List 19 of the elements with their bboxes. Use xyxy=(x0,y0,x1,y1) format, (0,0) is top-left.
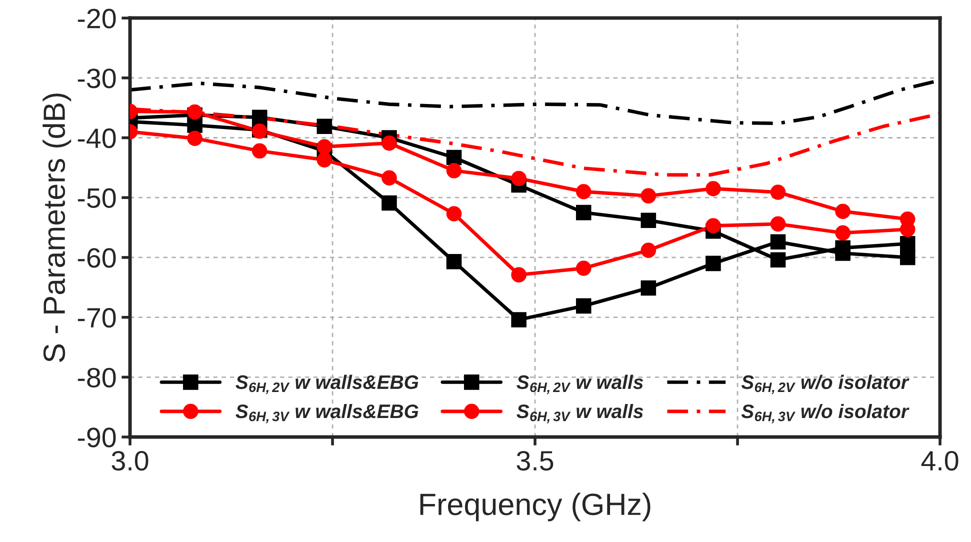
legend-label: S$_{6H,2V}$ w/o isolator xyxy=(741,374,910,394)
legend-label: S$_{6H,3V}$ w walls&EBG xyxy=(236,404,418,424)
y-tick-label: -80 xyxy=(78,368,116,388)
x-tick-label: 3.0 xyxy=(112,450,148,471)
y-tick-label: -20 xyxy=(78,8,116,28)
legend-label: S$_{6H,3V}$ w walls xyxy=(516,404,644,424)
y-axis-title: S - Parameters (dB) xyxy=(42,94,72,362)
x-tick-label: 3.5 xyxy=(516,450,554,471)
x-tick-label: 4.0 xyxy=(921,450,958,471)
legend-label: S$_{6H,2V}$ w walls xyxy=(516,374,644,394)
y-tick-label: -90 xyxy=(78,428,116,448)
y-tick-label: -50 xyxy=(78,188,116,208)
y-tick-label: -60 xyxy=(78,248,116,268)
legend-label: S$_{6H,3V}$ w/o isolator xyxy=(741,404,910,424)
y-tick-label: -40 xyxy=(78,128,116,148)
y-tick-label: -70 xyxy=(78,308,116,328)
legend-label: S$_{6H,2V}$ w walls&EBG xyxy=(236,374,418,394)
x-axis-title: Frequency (GHz) xyxy=(420,492,650,522)
y-tick-label: -30 xyxy=(78,68,116,88)
